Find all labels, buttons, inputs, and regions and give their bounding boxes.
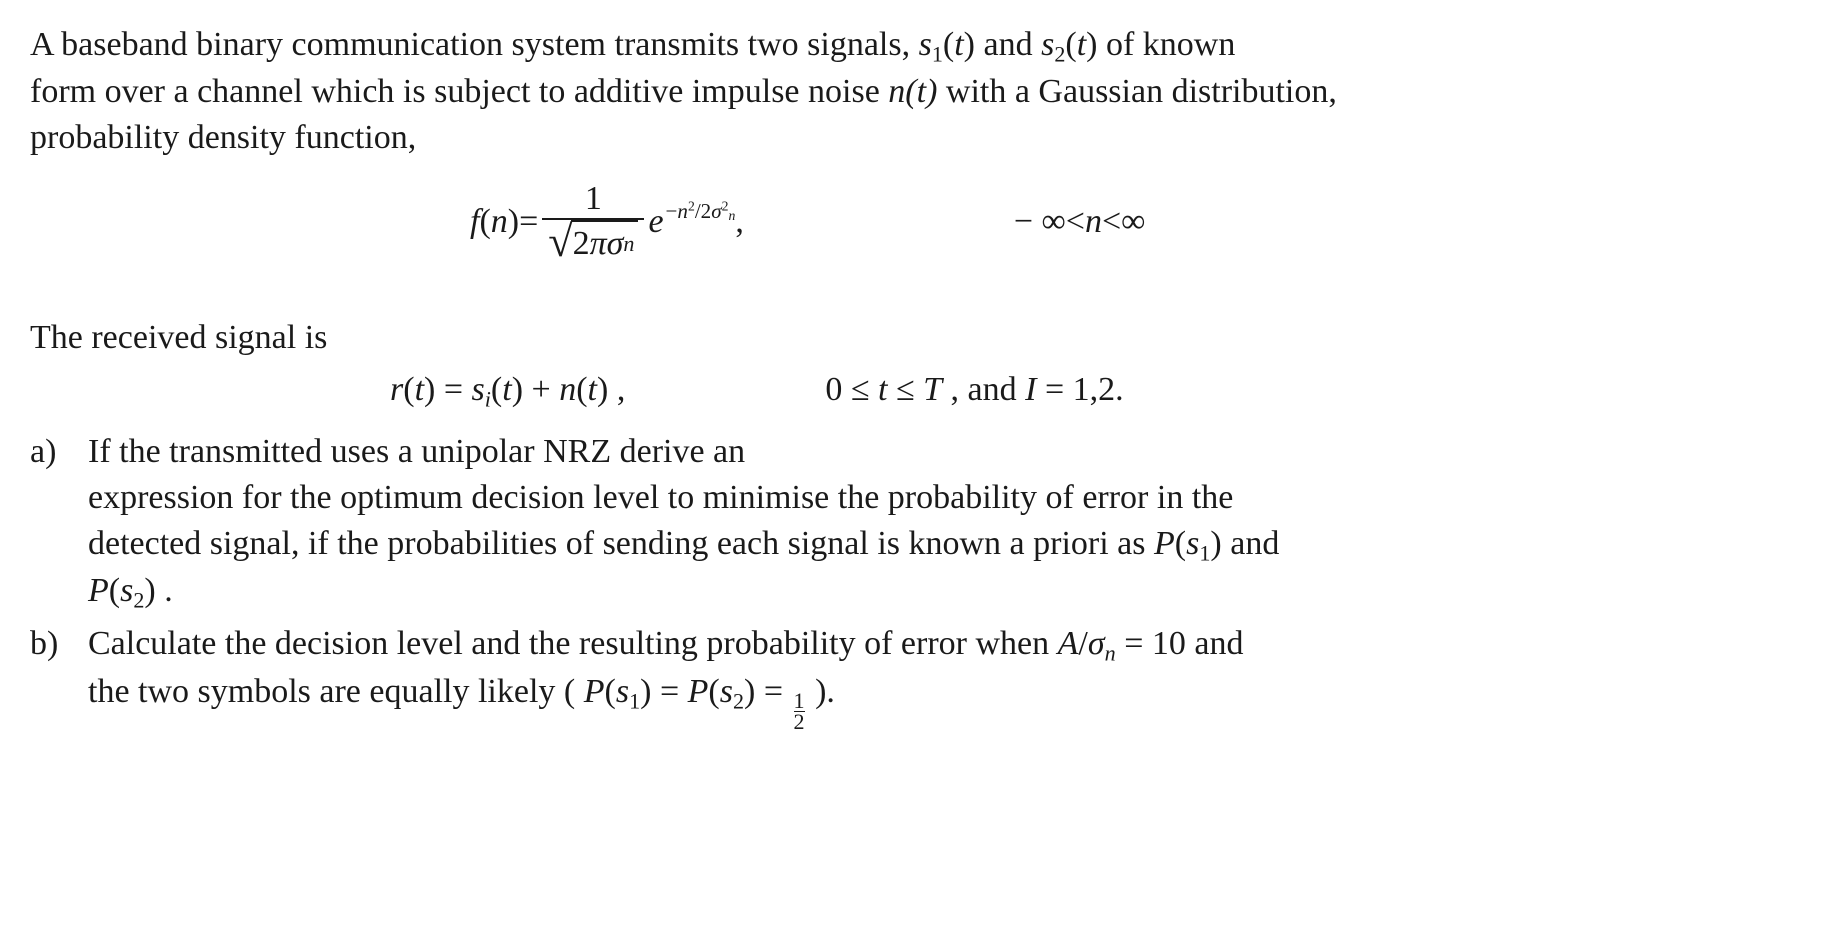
s1-of-t: s1(t) xyxy=(919,26,984,63)
qa-line2: expression for the optimum decision leve… xyxy=(88,479,1233,516)
Ps1-eq: P(s1) xyxy=(584,673,660,710)
received-equation-row: r(t) = si(t) + n(t) , 0 ≤ t ≤ T , and I … xyxy=(30,367,1818,414)
intro-line1a: A baseband binary communication system t… xyxy=(30,26,919,63)
pdf-equation: f(n) = 1 √ 2πσn e −n2/2σ2n , xyxy=(470,179,744,265)
received-intro: The received signal is xyxy=(30,315,1818,361)
f-of-n-lhs: f(n) xyxy=(470,199,519,245)
n-of-t: n(t) xyxy=(888,73,937,110)
intro-line2b: with a Gaussian distribution, xyxy=(946,73,1337,110)
s2-of-t: s2(t) xyxy=(1041,26,1106,63)
intro-line3: probability density function, xyxy=(30,119,416,156)
question-b: b) Calculate the decision level and the … xyxy=(30,621,1818,732)
P-s2: P(s2) xyxy=(88,572,164,609)
one-half: 1 2 xyxy=(794,691,805,732)
exponential-term: e −n2/2σ2n xyxy=(648,199,735,245)
qa-line1: If the transmitted uses a unipolar NRZ d… xyxy=(88,433,745,470)
eq-ten: = 10 xyxy=(1124,625,1186,662)
received-equation: r(t) = si(t) + n(t) , xyxy=(390,367,625,414)
intro-line1b: and xyxy=(984,26,1042,63)
question-a: a) If the transmitted uses a unipolar NR… xyxy=(30,429,1818,616)
qb-line2a: the two symbols are equally likely ( xyxy=(88,673,584,710)
intro-paragraph: A baseband binary communication system t… xyxy=(30,22,1818,161)
domain-n: − ∞ < n < ∞ xyxy=(1014,199,1146,245)
intro-line2: form over a channel which is subject to … xyxy=(30,73,888,110)
qb-line1b: and xyxy=(1194,625,1243,662)
A-over-sigma: A/σn xyxy=(1058,625,1125,662)
marker-a: a) xyxy=(30,429,88,616)
intro-line1c: of known xyxy=(1106,26,1235,63)
qb-line2b: ). xyxy=(815,673,835,710)
Ps2-eq: P(s2) xyxy=(688,673,764,710)
received-domain: 0 ≤ t ≤ T , and I = 1,2. xyxy=(825,367,1123,413)
pdf-equation-row: f(n) = 1 √ 2πσn e −n2/2σ2n , − ∞ xyxy=(30,179,1818,265)
qa-line3b: and xyxy=(1230,525,1279,562)
marker-b: b) xyxy=(30,621,88,732)
fraction-1-over-sqrt: 1 √ 2πσn xyxy=(542,179,644,265)
qa-line3a: detected signal, if the probabilities of… xyxy=(88,525,1154,562)
qb-line1a: Calculate the decision level and the res… xyxy=(88,625,1058,662)
qa-line4-end: . xyxy=(164,572,173,609)
P-s1: P(s1) xyxy=(1154,525,1230,562)
